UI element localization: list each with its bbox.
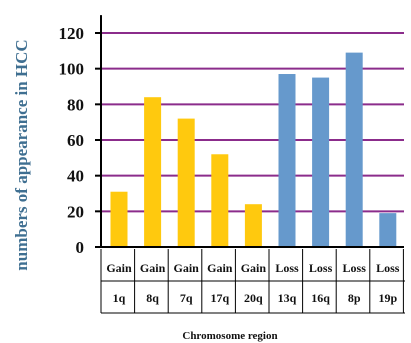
category-label: 8p <box>348 291 361 305</box>
category-label: 13q <box>278 291 297 305</box>
bar-8p <box>346 53 363 247</box>
y-tick-label: 80 <box>67 95 84 114</box>
x-axis-label: Chromosome region <box>150 330 310 342</box>
y-tick-label: 60 <box>67 131 84 150</box>
category-group-label: Loss <box>343 261 367 275</box>
category-group-label: Loss <box>275 261 299 275</box>
category-group-label: Gain <box>241 261 267 275</box>
category-group-label: Loss <box>376 261 400 275</box>
category-label: 20q <box>244 291 263 305</box>
y-axis-label: numbers of appearance in HCC <box>12 30 32 280</box>
category-label: 17q <box>210 291 229 305</box>
category-group-label: Gain <box>140 261 166 275</box>
bar-7q <box>178 119 195 247</box>
category-group-label: Gain <box>207 261 233 275</box>
y-tick-label: 40 <box>67 167 84 186</box>
y-tick-label: 120 <box>59 24 85 43</box>
bar-17q <box>211 154 228 247</box>
category-group-label: Loss <box>309 261 333 275</box>
bar-19p <box>379 213 396 247</box>
category-group-label: Gain <box>174 261 200 275</box>
bar-8q <box>144 97 161 247</box>
y-tick-labels: 0 20 40 60 80 100 120 <box>59 24 85 257</box>
bar-1q <box>111 192 128 247</box>
bar-16q <box>312 78 329 247</box>
y-tick-label: 100 <box>59 60 85 79</box>
category-label: 1q <box>113 291 126 305</box>
category-label: 16q <box>311 291 330 305</box>
category-table: Gain 1q Gain 8q Gain 7q Gain 17q Gain 20q Loss 13q L… <box>101 249 405 313</box>
bars <box>111 53 397 247</box>
category-label: 8q <box>146 291 159 305</box>
category-label: 7q <box>180 291 193 305</box>
bar-20q <box>245 204 262 247</box>
category-group-label: Gain <box>106 261 132 275</box>
bar-13q <box>279 74 296 247</box>
y-tick-label: 0 <box>76 238 85 257</box>
y-tick-label: 20 <box>67 202 84 221</box>
category-label: 19p <box>378 291 397 305</box>
